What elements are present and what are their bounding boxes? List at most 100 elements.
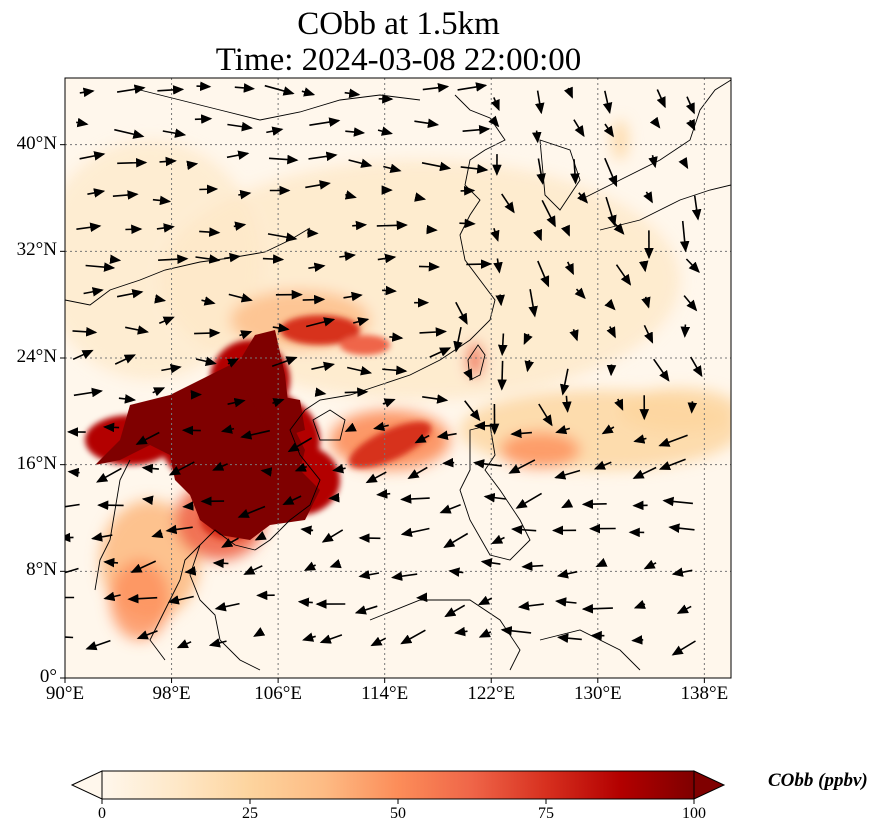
colorbar-label: CObb (ppbv) [768, 770, 868, 791]
wind-arrow [671, 640, 696, 656]
wind-arrow [328, 492, 340, 503]
wind-arrow [168, 461, 195, 476]
wind-arrow [563, 86, 573, 99]
title-line-1: CObb at 1.5km [297, 6, 500, 42]
wind-arrow [595, 557, 608, 568]
wind-arrow [182, 501, 194, 511]
wind-arrow [272, 323, 290, 333]
wind-arrow [73, 387, 103, 398]
wind-arrow [537, 260, 550, 288]
wind-arrow [662, 496, 693, 507]
wind-arrow [648, 155, 658, 169]
wind-arrow [683, 295, 698, 312]
wind-arrow [65, 632, 74, 642]
wind-arrow [493, 258, 503, 274]
wind-arrow [382, 398, 396, 408]
wind-arrow [156, 223, 175, 233]
wind-arrow [480, 558, 501, 568]
wind-arrow [643, 324, 654, 344]
wind-arrow [347, 366, 373, 376]
wind-arrow [114, 354, 136, 365]
wind-arrow [429, 347, 452, 358]
wind-arrow [352, 220, 368, 231]
wind-arrow [477, 595, 493, 606]
wind-arrow [306, 317, 336, 328]
wind-arrow [414, 433, 430, 444]
wind-arrow [373, 421, 389, 432]
wind-arrow [83, 287, 104, 297]
wind-arrow [383, 163, 402, 174]
wind-arrow [196, 81, 212, 92]
wind-arrow [554, 469, 581, 480]
wind-arrow [376, 489, 391, 499]
wind-arrow [604, 298, 616, 311]
wind-arrow [309, 117, 341, 127]
wind-arrow [561, 224, 570, 237]
wind-arrow [125, 325, 149, 335]
wind-arrow [602, 90, 613, 114]
wind-arrow [457, 82, 488, 92]
x-tick-label: 130°E [573, 683, 622, 704]
wind-arrow [220, 424, 235, 434]
wind-arrow [436, 430, 457, 440]
wind-arrow [344, 422, 357, 432]
wind-arrow [72, 326, 98, 337]
wind-arrow [605, 196, 617, 227]
wind-arrow [308, 262, 326, 273]
wind-arrow [294, 462, 307, 472]
coastlines [65, 79, 731, 671]
wind-arrow [103, 591, 121, 602]
x-tick-label: 98°E [152, 683, 191, 704]
wind-arrow [226, 358, 240, 368]
wind-arrow [524, 359, 534, 373]
wind-arrow [490, 97, 500, 112]
wind-arrow [152, 387, 166, 397]
wind-arrow [67, 467, 80, 478]
wind-arrow [680, 324, 691, 338]
wind-arrow [161, 363, 182, 374]
wind-arrow [658, 458, 686, 471]
wind-arrow [116, 84, 146, 94]
wind-arrow [483, 492, 506, 503]
wind-arrow [234, 83, 255, 93]
wind-arrow [157, 85, 185, 95]
wind-arrow [212, 558, 229, 569]
wind-arrow [536, 158, 546, 185]
wind-arrow [226, 150, 250, 160]
wind-arrow [262, 254, 285, 264]
colorbar-tick-label: 50 [390, 805, 406, 822]
wind-arrow [555, 424, 571, 435]
x-tick-label: 106°E [254, 683, 302, 704]
wind-arrow [407, 466, 428, 480]
wind-arrow [228, 293, 253, 303]
wind-arrow [141, 463, 159, 474]
map-border [64, 77, 732, 679]
wind-arrow [266, 126, 284, 136]
x-tick-label: 114°E [361, 683, 409, 704]
wind-arrow [243, 565, 263, 575]
wind-arrow [136, 630, 158, 640]
wind-arrow [287, 437, 313, 453]
wind-arrow [443, 532, 469, 549]
wind-arrow [353, 317, 370, 327]
wind-arrow [632, 466, 657, 479]
y-tick-label: 8°N [26, 559, 57, 581]
wind-arrow [531, 130, 542, 144]
wind-arrow [321, 529, 344, 543]
wind-arrow [495, 294, 505, 307]
wind-arrow [668, 523, 695, 533]
colorbar-tick-label: 75 [538, 805, 554, 822]
wind-arrow [354, 605, 378, 615]
wind-arrow [165, 524, 193, 535]
wind-arrow [195, 356, 217, 366]
wind-arrow [377, 253, 397, 264]
wind-arrow [577, 191, 589, 204]
wind-arrow [87, 188, 106, 198]
wind-arrow [501, 193, 515, 214]
wind-arrow [510, 428, 532, 439]
x-tick-label: 90°E [45, 683, 85, 704]
wind-arrow [152, 195, 172, 206]
wind-arrow [240, 429, 270, 440]
wind-arrow [633, 434, 647, 444]
